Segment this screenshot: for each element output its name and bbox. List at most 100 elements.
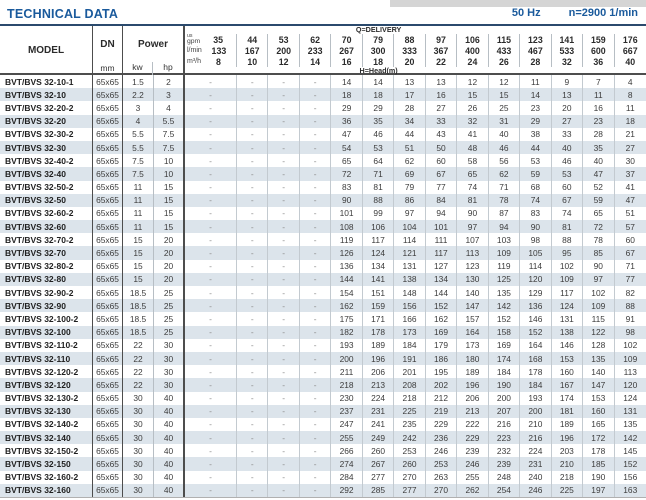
dn-cell: 65x65	[93, 259, 123, 273]
head-value-cell: 135	[623, 419, 638, 430]
no-data-cell: -	[300, 351, 332, 366]
hp-cell: 4	[154, 101, 185, 115]
no-data-cell: -	[300, 378, 332, 392]
head-value-cell: 65	[457, 167, 489, 181]
delivery-header: Q=DELIVERY us gpm 35 44 53 62 70 79 88 97 106 11…	[185, 26, 646, 75]
head-value-cell: 141	[363, 272, 395, 286]
head-value-cell: 107	[457, 233, 489, 247]
no-data-cell: -	[268, 127, 300, 141]
hp-cell: 25	[154, 299, 185, 313]
model-cell: BVT/BVS 32-60-2	[0, 206, 93, 221]
no-data-cell: -	[185, 391, 237, 405]
head-value-cell: 160	[552, 365, 584, 379]
dn-cell: 65x65	[93, 391, 123, 405]
no-data-cell: -	[185, 378, 237, 392]
head-value-cell: 216	[489, 417, 521, 432]
hp-cell: 10	[154, 167, 185, 181]
head-value-cell: 241	[363, 417, 395, 432]
head-value-cell: 231	[363, 404, 395, 418]
no-data-cell: -	[185, 404, 237, 418]
head-value-cell: 135	[489, 286, 521, 300]
head-value-cell: 41	[457, 127, 489, 141]
head-value-cell: 225	[394, 404, 426, 418]
no-data-cell: -	[237, 140, 269, 155]
dn-cell: 65x65	[93, 88, 123, 102]
head-value-cell: 229	[457, 431, 489, 445]
gpm-unit-cell: us gpm 35	[185, 33, 237, 46]
table-header: MODEL DN mm Power kw hp Q=DELIVERY	[0, 26, 646, 75]
q-delivery-row: Q=DELIVERY	[185, 26, 646, 34]
head-value-cell: 33	[552, 127, 584, 141]
head-value-cell: 159	[363, 299, 395, 313]
table-row: BVT/BVS 32-70-2 65x65 15 20- - - -119 117 114 111…	[0, 233, 646, 247]
head-value-cell: 277	[363, 470, 395, 484]
no-data-cell: -	[237, 286, 269, 300]
no-data-cell: -	[185, 444, 237, 458]
model-cell: BVT/BVS 32-130	[0, 404, 93, 418]
head-value-cell: 95	[552, 246, 584, 260]
head-value-cell: 65	[583, 206, 615, 221]
no-data-cell: -	[237, 299, 269, 313]
head-value-cell: 27	[625, 142, 635, 153]
head-value-cell: 129	[520, 286, 552, 300]
head-value-cell: 210	[520, 417, 552, 432]
hp-cell: 2	[154, 75, 185, 89]
head-value-cell: 88	[625, 300, 635, 311]
head-value-cell: 54	[331, 140, 363, 155]
gpm-value-cell: 115	[489, 34, 521, 46]
kw-cell: 30	[123, 431, 154, 445]
table-body: BVT/BVS 32-10-1 65x65 1.5 2- - - -14 14 13 13 12 12…	[0, 75, 646, 498]
head-value-cell: 98	[520, 233, 552, 247]
dn-cell: 65x65	[93, 114, 123, 128]
no-data-cell: -	[300, 246, 332, 260]
head-value-cell: 190	[583, 470, 615, 484]
head-value-cell: 152	[623, 459, 638, 470]
title-bar: TECHNICAL DATA 50 Hz n=2900 1/min	[0, 0, 646, 26]
model-cell: BVT/BVS 32-160-2	[0, 470, 93, 484]
hp-cell: 15	[154, 193, 185, 207]
no-data-cell: -	[268, 325, 300, 339]
head-value-cell: 46	[489, 140, 521, 155]
no-data-cell: -	[185, 220, 237, 234]
dn-cell: 65x65	[93, 167, 123, 181]
table-row: BVT/BVS 32-10-1 65x65 1.5 2- - - -14 14 13 13 12 12…	[0, 75, 646, 89]
table-row: BVT/BVS 32-30 65x65 5.5 7.5- - - -54 53 51 50 48 46…	[0, 140, 646, 155]
head-value-cell: 182	[331, 325, 363, 339]
hp-cell: 40	[154, 391, 185, 405]
head-value-cell: 253	[426, 457, 458, 471]
table-row: BVT/BVS 32-130-2 65x65 30 40- - - -230 224 218 21…	[0, 391, 646, 405]
head-value-cell: 124	[363, 246, 395, 260]
hp-cell: 20	[154, 246, 185, 260]
model-cell: BVT/BVS 32-30-2	[0, 127, 93, 141]
head-value-cell: 109	[623, 353, 638, 364]
no-data-cell: -	[300, 154, 332, 168]
head-value-cell: 67	[426, 167, 458, 181]
head-value-cell: 168	[520, 351, 552, 366]
model-cell: BVT/BVS 32-10	[0, 88, 93, 102]
no-data-cell: -	[237, 114, 269, 128]
kw-cell: 5.5	[123, 127, 154, 141]
head-value-cell: 136	[331, 259, 363, 273]
m3h-header-row: m³/h 8 10 12 14 16 18 20 22 24 26 28 32 36 40	[185, 56, 646, 67]
head-value-cell: 29	[331, 101, 363, 115]
head-value-cell: 51	[394, 140, 426, 155]
model-cell: BVT/BVS 32-120-2	[0, 365, 93, 379]
head-value-cell: 18	[625, 116, 635, 127]
no-data-cell: -	[185, 470, 237, 484]
head-value-cell: 274	[331, 457, 363, 471]
head-value-cell: 145	[623, 445, 638, 456]
kw-cell: 11	[123, 206, 154, 221]
gpm-value-cell: 176	[622, 35, 638, 45]
kw-cell: 15	[123, 272, 154, 286]
no-data-cell: -	[237, 246, 269, 260]
head-value-cell: 263	[426, 470, 458, 484]
head-value-cell: 105	[520, 246, 552, 260]
m3h-value-cell: 24	[457, 56, 489, 67]
head-value-cell: 190	[489, 378, 521, 392]
frequency-label: 50 Hz	[511, 7, 541, 19]
head-value-cell: 103	[489, 233, 521, 247]
lmin-value-cell: 333	[394, 45, 426, 56]
head-value-cell: 167	[552, 378, 584, 392]
head-value-cell: 101	[426, 220, 458, 234]
head-value-cell: 134	[426, 272, 458, 286]
